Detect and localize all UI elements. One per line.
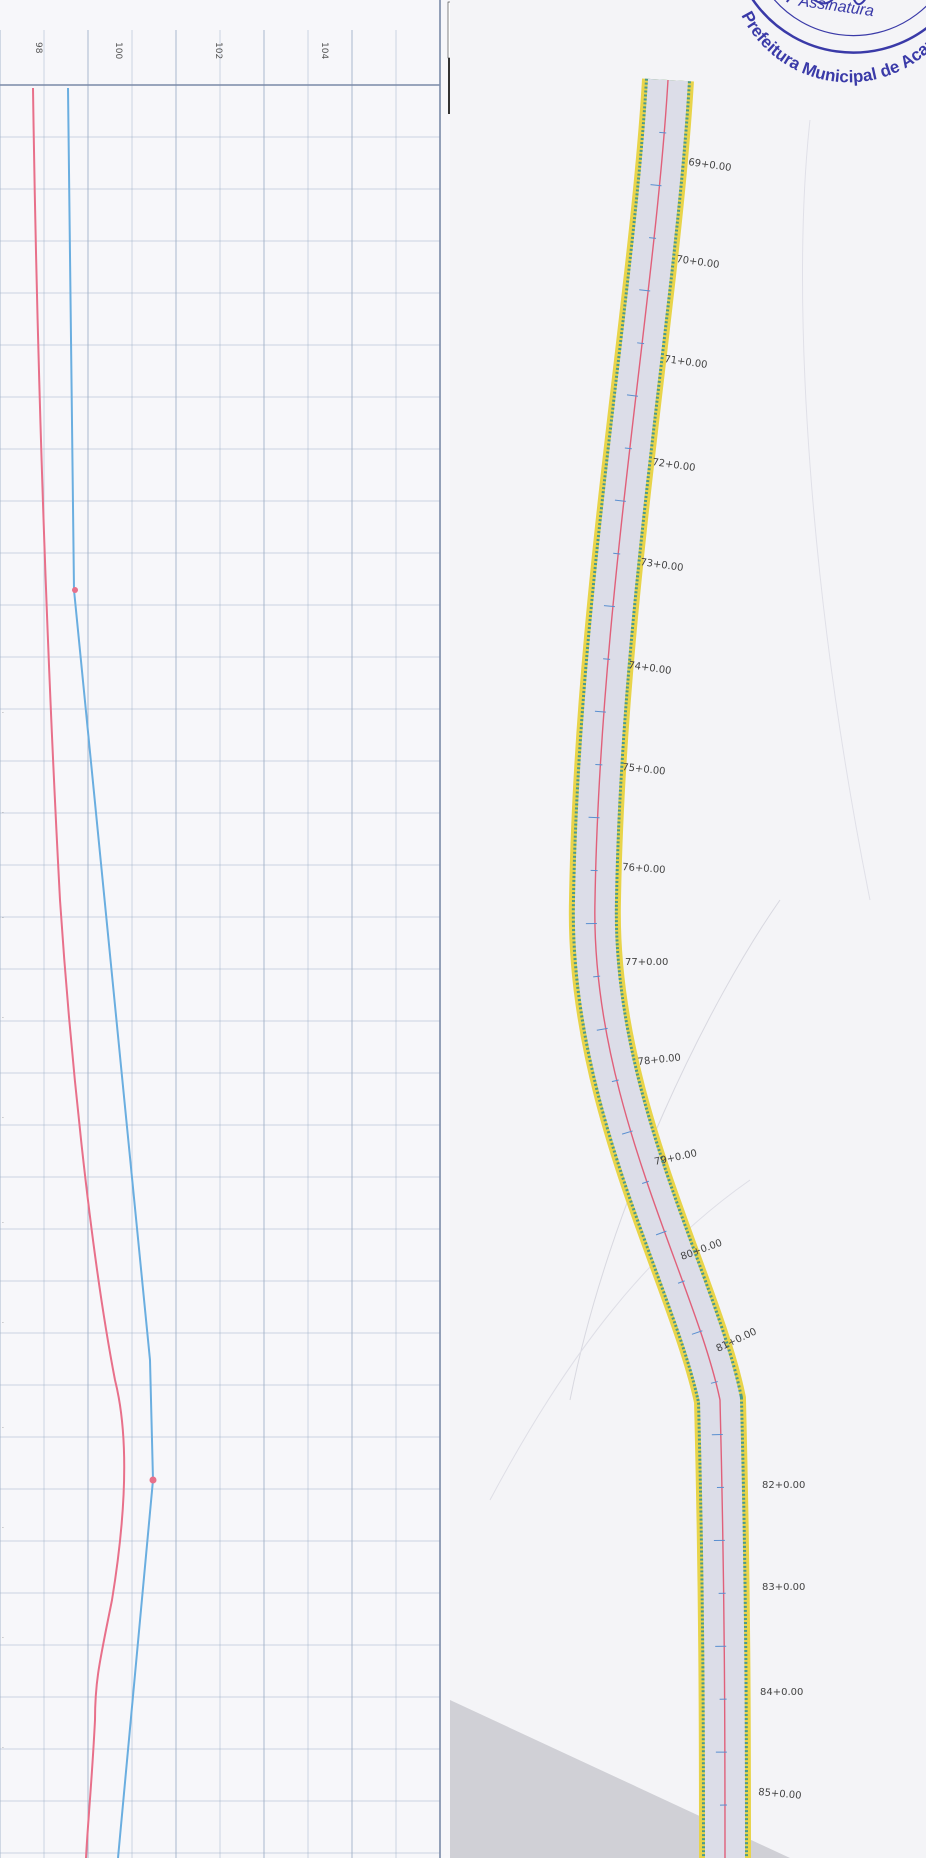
station-tick (593, 975, 601, 978)
tick-label-104: 104 (319, 42, 329, 59)
station-tick (650, 184, 662, 187)
svg-text:·: · (2, 1115, 4, 1122)
contour-line (489, 1179, 751, 1501)
profile-tick-labels: 98 100 102 104 (33, 42, 329, 59)
station-tick (603, 658, 611, 660)
svg-text:·: · (2, 1635, 4, 1642)
svg-text:·: · (2, 1320, 4, 1327)
station-tick (603, 605, 615, 608)
profile-grid (0, 0, 441, 1858)
vertex-marker (149, 1476, 157, 1484)
station-label: 84+0.00 (760, 1687, 803, 1698)
signature-mark (785, 0, 867, 6)
station-tick (637, 342, 645, 345)
vertex-marker (72, 587, 78, 593)
station-tick (642, 1180, 649, 1184)
svg-text:·: · (2, 1425, 4, 1432)
profile-left-station-ticks: · · · · · · · · · · · (2, 710, 4, 1752)
plan-panel: 69+0.00 70+0.00 71+0.00 72+0.00 73+0.00 … (450, 0, 926, 1858)
tick-label-100: 100 (113, 42, 123, 59)
design-profile-line (67, 87, 155, 1858)
svg-text:·: · (2, 810, 4, 817)
station-tick (655, 1230, 667, 1236)
tick-label-98: 98 (33, 42, 43, 54)
station-tick (639, 289, 651, 292)
station-tick (613, 552, 621, 555)
station-tick (649, 237, 657, 239)
station-label: 76+0.00 (622, 862, 666, 876)
profile-panel: 98 100 102 104 · · · · · · · · · · · (0, 0, 450, 1858)
tick-label-102: 102 (213, 42, 223, 59)
station-tick (691, 1330, 703, 1335)
station-tick (677, 1280, 685, 1284)
station-tick (594, 710, 606, 713)
contour-line (802, 119, 871, 901)
station-label: 83+0.00 (762, 1582, 805, 1593)
station-label: 75+0.00 (622, 762, 666, 777)
station-label: 77+0.00 (625, 957, 668, 968)
station-ticks (585, 131, 727, 1806)
station-label: 85+0.00 (758, 1787, 802, 1802)
svg-text:·: · (2, 1220, 4, 1227)
station-tick (624, 447, 632, 450)
road-centerline (594, 79, 726, 1858)
station-tick (596, 1027, 608, 1031)
svg-text:·: · (2, 1015, 4, 1022)
station-tick (614, 499, 626, 502)
svg-text:·: · (2, 1745, 4, 1752)
contour-line (569, 899, 781, 1401)
station-tick (611, 1079, 619, 1083)
station-tick (621, 1130, 633, 1135)
svg-text:·: · (2, 1525, 4, 1532)
svg-text:·: · (2, 915, 4, 922)
station-tick (626, 394, 638, 397)
station-label: 78+0.00 (637, 1053, 681, 1068)
station-label: 82+0.00 (762, 1480, 805, 1491)
station-tick (659, 131, 667, 134)
ground-profile-line (32, 87, 126, 1858)
svg-text:·: · (2, 710, 4, 717)
station-tick (710, 1381, 718, 1384)
